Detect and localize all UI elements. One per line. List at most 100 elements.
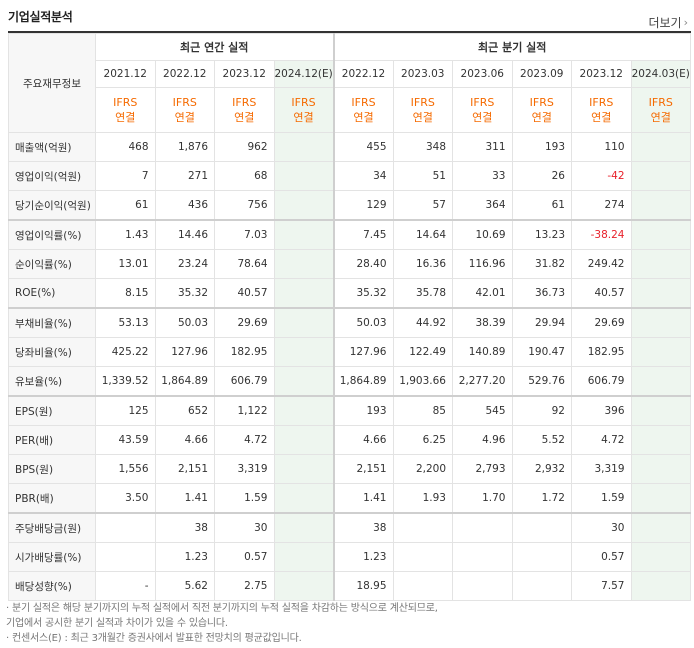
row-label-header: 주요재무정보 (8, 33, 96, 133)
value-cell: 53.13 (95, 307, 156, 338)
value-cell (273, 161, 334, 191)
value-cell: 35.32 (154, 278, 215, 309)
value-cell: 38 (154, 512, 215, 543)
ifrs-basis-cell: IFRS 연결 (511, 87, 572, 133)
period-header: 2021.12 (95, 60, 156, 88)
value-cell: 36.73 (511, 278, 572, 309)
value-cell: 1.23 (332, 542, 394, 572)
value-cell: 57 (392, 190, 453, 221)
value-cell (392, 571, 453, 601)
row-label: 주당배당금(원) (8, 512, 96, 543)
row-label: PER(배) (8, 425, 96, 455)
value-cell: 182.95 (571, 337, 632, 367)
ifrs-basis-cell: IFRS 연결 (571, 87, 632, 133)
chevron-right-icon: › (683, 16, 688, 29)
value-cell (630, 307, 691, 338)
value-cell (630, 425, 691, 455)
value-cell: 14.64 (392, 219, 453, 250)
basis-label: 연결 (472, 111, 493, 124)
ifrs-basis-cell: IFRS 연결 (392, 87, 453, 133)
value-cell (630, 512, 691, 543)
value-cell: -42 (571, 161, 632, 191)
row-label: 순이익률(%) (8, 249, 96, 279)
section-title: 기업실적분석 (8, 10, 73, 24)
value-cell: 1.41 (154, 483, 215, 514)
ifrs-basis-cell: IFRS 연결 (452, 87, 513, 133)
value-cell (630, 366, 691, 397)
value-cell: 7.03 (214, 219, 275, 250)
value-cell: 8.15 (95, 278, 156, 309)
value-cell: 1.93 (392, 483, 453, 514)
value-cell: 5.62 (154, 571, 215, 601)
value-cell: 1.59 (571, 483, 632, 514)
more-link[interactable]: 더보기 › (648, 14, 688, 31)
value-cell: 3,319 (214, 454, 275, 484)
value-cell (392, 512, 453, 543)
ifrs-basis-cell: IFRS 연결 (273, 87, 334, 133)
value-cell: 652 (154, 395, 215, 426)
value-cell: 4.72 (571, 425, 632, 455)
value-cell (392, 542, 453, 572)
table-row: 영업이익(억원) 7 271 68 34 51 33 26 -42 (8, 161, 691, 191)
financial-table: 주요재무정보 최근 연간 실적 최근 분기 실적 2021.12 2022.12 2… (8, 33, 691, 601)
value-cell: 5.52 (511, 425, 572, 455)
value-cell (273, 425, 334, 455)
value-cell: 29.69 (214, 307, 275, 338)
footnote-1: · 분기 실적은 해당 분기까지의 누적 실적에서 직전 분기까지의 누적 실적… (6, 603, 438, 614)
row-label: 당좌비율(%) (8, 337, 96, 367)
period-header: 2023.03 (392, 60, 453, 88)
value-cell (273, 512, 334, 543)
value-cell: 35.78 (392, 278, 453, 309)
period-header: 2023.06 (452, 60, 513, 88)
value-cell: 1.70 (452, 483, 513, 514)
table-row: 배당성향(%) -5.62 2.75 18.95 7.57 (8, 571, 691, 601)
value-cell: 42.01 (452, 278, 513, 309)
value-cell (273, 542, 334, 572)
value-cell: 51 (392, 161, 453, 191)
ifrs-basis-cell: IFRS 연결 (154, 87, 215, 133)
ifrs-label: IFRS (232, 96, 257, 109)
value-cell: 606.79 (214, 366, 275, 397)
row-label: 배당성향(%) (8, 571, 96, 601)
value-cell: 30 (214, 512, 275, 543)
row-label: 당기순이익(억원) (8, 190, 96, 221)
value-cell: 116.96 (452, 249, 513, 279)
value-cell (511, 512, 572, 543)
basis-label: 연결 (591, 111, 612, 124)
value-cell: 182.95 (214, 337, 275, 367)
table-row: BPS(원) 1,556 2,151 3,319 2,151 2,200 2,793 2,93… (8, 454, 691, 484)
basis-label: 연결 (531, 111, 552, 124)
table-row: 순이익률(%) 13.01 23.24 78.64 28.40 16.36 116.96 31… (8, 249, 691, 279)
value-cell: 61 (95, 190, 156, 221)
basis-label: 연결 (174, 111, 195, 124)
value-cell (630, 483, 691, 514)
footnote-3: · 컨센서스(E) : 최근 3개월간 증권사에서 발표한 전망치의 평균값입니… (6, 633, 302, 644)
basis-label: 연결 (234, 111, 255, 124)
row-label: 매출액(억원) (8, 132, 96, 162)
ifrs-basis-cell: IFRS 연결 (332, 87, 394, 133)
value-cell: 3,319 (571, 454, 632, 484)
ifrs-label: IFRS (529, 96, 554, 109)
value-cell (273, 395, 334, 426)
period-header: 2023.09 (511, 60, 572, 88)
value-cell: 125 (95, 395, 156, 426)
value-cell: 1,556 (95, 454, 156, 484)
value-cell: 140.89 (452, 337, 513, 367)
value-cell: 274 (571, 190, 632, 221)
value-cell: 34 (332, 161, 394, 191)
value-cell (630, 337, 691, 367)
value-cell: 7.57 (571, 571, 632, 601)
row-label: PBR(배) (8, 483, 96, 514)
value-cell: 1.41 (332, 483, 394, 514)
table-row: 주당배당금(원) 38 30 38 30 (8, 512, 691, 543)
value-cell: 50.03 (332, 307, 394, 338)
section-header: 기업실적분석 더보기 › (0, 0, 694, 33)
value-cell (630, 190, 691, 221)
table-row: 영업이익률(%) 1.43 14.46 7.03 7.45 14.64 10.69 13.23… (8, 219, 691, 250)
value-cell (273, 132, 334, 162)
value-cell (630, 278, 691, 309)
value-cell: 1,903.66 (392, 366, 453, 397)
value-cell: 2,793 (452, 454, 513, 484)
value-cell (273, 483, 334, 514)
value-cell: 2.75 (214, 571, 275, 601)
